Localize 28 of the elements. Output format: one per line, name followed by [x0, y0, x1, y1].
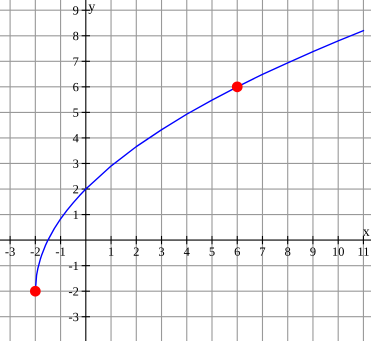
- y-tick-label: 4: [72, 134, 79, 142]
- x-tick-label: 10: [333, 247, 344, 256]
- y-tick-label: 2: [73, 185, 78, 194]
- y-tick-label: 1: [74, 210, 78, 219]
- x-tick-label: -1: [56, 247, 66, 256]
- y-tick-label: -3: [68, 312, 78, 322]
- y-tick-label: 9: [73, 6, 78, 15]
- x-tick-label: 8: [285, 247, 290, 256]
- x-tick-label: 1: [109, 247, 114, 256]
- y-tick-label: 5: [73, 108, 78, 117]
- x-tick-label: 5: [210, 248, 215, 256]
- x-tick-label: 9: [310, 247, 316, 256]
- x-tick-label: 11: [358, 247, 369, 256]
- x-tick-label: 7: [260, 248, 266, 256]
- y-tick-label: 3: [73, 160, 78, 168]
- x-tick-label: 4: [184, 247, 190, 256]
- x-tick-label: -2: [30, 247, 40, 256]
- y-tick-label: 6: [73, 82, 78, 92]
- x-tick-label: 6: [234, 247, 240, 256]
- x-tick-label: -3: [5, 247, 15, 256]
- y-tick-label: 7: [73, 57, 79, 66]
- x-tick-label: 2: [134, 247, 139, 256]
- x-axis-title: x: [362, 229, 370, 236]
- y-tick-label: -1: [68, 262, 78, 270]
- y-axis-title: y: [88, 4, 96, 14]
- x-tick-label: 3: [158, 247, 164, 256]
- y-tick-label: 8: [73, 32, 78, 40]
- y-tick-label: -2: [68, 287, 78, 296]
